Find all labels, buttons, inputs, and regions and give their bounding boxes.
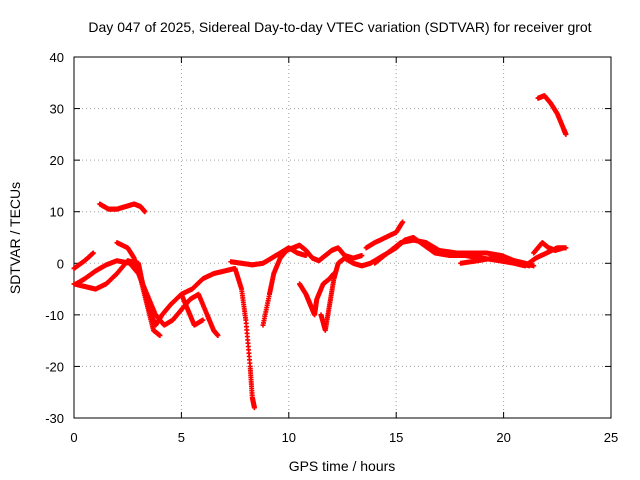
y-tick-label: -30	[45, 411, 64, 426]
x-tick-label: 15	[389, 430, 403, 445]
x-axis-label: GPS time / hours	[289, 458, 396, 474]
data-point	[157, 332, 163, 338]
data-point	[90, 250, 96, 256]
series-track-11	[363, 219, 406, 251]
data-point	[142, 209, 148, 215]
x-tick-label: 0	[70, 430, 77, 445]
data-points	[71, 93, 569, 411]
y-tick-label: -20	[45, 359, 64, 374]
y-tick-label: 40	[50, 50, 64, 65]
axis-ticks: 0 5 10 15 20 25 -30 -20 -10 0 10 20 30 40	[45, 50, 618, 445]
data-point	[215, 332, 221, 338]
y-tick-label: 30	[50, 102, 64, 117]
series-track-2	[71, 250, 96, 271]
series-track-6	[178, 265, 257, 411]
series-track-4	[114, 240, 163, 338]
data-point	[359, 253, 365, 259]
x-tick-label: 5	[178, 430, 185, 445]
data-point	[400, 219, 406, 225]
series-track-14	[531, 240, 567, 256]
plot-frame	[73, 56, 612, 419]
y-tick-label: 20	[50, 153, 64, 168]
x-tick-label: 20	[496, 430, 510, 445]
data-point	[561, 245, 567, 251]
series-track-8	[260, 242, 365, 328]
y-axis-label: SDTVAR / TECUs	[7, 182, 23, 294]
data-point	[200, 317, 206, 323]
series-track-9	[297, 271, 337, 318]
data-point	[526, 263, 532, 269]
data-point	[531, 263, 537, 269]
series-track-5	[97, 201, 148, 215]
data-point	[251, 405, 257, 411]
series-track-15	[535, 93, 569, 137]
y-tick-label: 0	[57, 256, 64, 271]
chart-title: Day 047 of 2025, Sidereal Day-to-day VTE…	[88, 19, 591, 35]
data-point	[563, 131, 569, 137]
y-tick-label: 10	[50, 205, 64, 220]
grid-lines	[74, 57, 611, 418]
y-tick-label: -10	[45, 308, 64, 323]
series-track-13	[458, 255, 532, 269]
x-tick-label: 10	[282, 430, 296, 445]
series-track-3	[73, 258, 221, 338]
x-tick-label: 25	[604, 430, 618, 445]
